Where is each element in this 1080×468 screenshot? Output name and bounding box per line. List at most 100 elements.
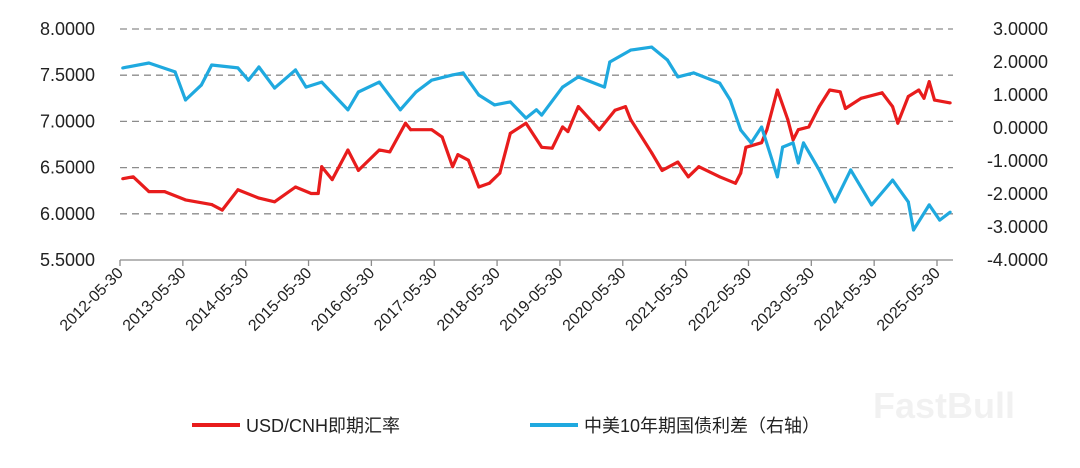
data-point-usdcnh — [838, 90, 842, 94]
right-y-tick-label: -2.0000 — [987, 184, 1048, 204]
x-tick-label: 2018-05-30 — [434, 265, 504, 335]
data-point-yield-spread — [833, 200, 837, 204]
right-y-tick-label: 2.0000 — [993, 52, 1048, 72]
data-point-usdcnh — [896, 121, 900, 125]
data-point-yield-spread — [377, 80, 381, 84]
data-point-usdcnh — [210, 203, 214, 207]
right-y-axis: 3.0000 2.0000 1.0000 0.0000 -1.0000 -2.0000 -3… — [987, 19, 1048, 270]
data-point-yield-spread — [739, 128, 743, 132]
data-point-yield-spread — [912, 228, 916, 232]
data-point-usdcnh — [660, 168, 664, 172]
x-tick-label: 2013-05-30 — [120, 265, 190, 335]
data-point-yield-spread — [927, 203, 931, 207]
left-y-tick-label: 7.5000 — [40, 65, 95, 85]
x-tick-label: 2019-05-30 — [497, 265, 567, 335]
data-point-usdcnh — [220, 208, 224, 212]
series-lines — [121, 45, 952, 232]
data-point-yield-spread — [346, 108, 350, 112]
data-point-yield-spread — [493, 103, 497, 107]
x-tick-label: 2022-05-30 — [685, 265, 755, 335]
data-point-yield-spread — [257, 65, 261, 69]
right-y-tick-label: -3.0000 — [987, 217, 1048, 237]
left-y-tick-label: 6.5000 — [40, 158, 95, 178]
series-line-yield-spread — [122, 45, 952, 232]
data-point-usdcnh — [739, 171, 743, 175]
data-point-yield-spread — [781, 145, 785, 149]
data-point-yield-spread — [796, 161, 800, 165]
data-point-usdcnh — [922, 96, 926, 100]
data-point-yield-spread — [461, 71, 465, 75]
data-point-usdcnh — [891, 105, 895, 109]
data-point-yield-spread — [718, 81, 722, 85]
data-point-usdcnh — [409, 128, 413, 132]
data-point-yield-spread — [356, 90, 360, 94]
left-y-tick-label: 8.0000 — [40, 19, 95, 39]
data-point-yield-spread — [294, 68, 298, 72]
data-point-yield-spread — [147, 61, 151, 65]
right-y-tick-label: 0.0000 — [993, 118, 1048, 138]
x-tick-label: 2016-05-30 — [308, 265, 378, 335]
data-point-yield-spread — [948, 210, 952, 214]
data-point-yield-spread — [451, 73, 455, 77]
legend: USD/CNH即期汇率 中美10年期国债利差（右轴） — [192, 416, 820, 436]
data-point-yield-spread — [906, 200, 910, 204]
watermark: FastBull — [873, 385, 1015, 426]
data-point-usdcnh — [791, 138, 795, 142]
data-point-usdcnh — [377, 148, 381, 152]
data-point-yield-spread — [676, 75, 680, 79]
data-point-yield-spread — [650, 45, 654, 49]
data-point-usdcnh — [796, 128, 800, 132]
data-point-usdcnh — [697, 165, 701, 169]
right-y-tick-label: -1.0000 — [987, 151, 1048, 171]
x-tick-label: 2023-05-30 — [748, 265, 818, 335]
data-point-usdcnh — [330, 178, 334, 182]
data-point-usdcnh — [440, 135, 444, 139]
data-point-usdcnh — [676, 160, 680, 164]
data-point-usdcnh — [294, 185, 298, 189]
data-point-yield-spread — [603, 85, 607, 89]
data-point-usdcnh — [828, 88, 832, 92]
data-point-usdcnh — [356, 168, 360, 172]
data-point-usdcnh — [456, 153, 460, 157]
x-tick-label: 2014-05-30 — [183, 265, 253, 335]
data-point-usdcnh — [451, 165, 455, 169]
data-point-usdcnh — [859, 96, 863, 100]
data-point-usdcnh — [786, 118, 790, 122]
x-tick-label: 2015-05-30 — [245, 265, 315, 335]
data-point-yield-spread — [236, 66, 240, 70]
data-point-usdcnh — [121, 177, 125, 181]
legend-label-spread: 中美10年期国债利差（右轴） — [584, 416, 820, 436]
data-point-yield-spread — [430, 78, 434, 82]
data-point-yield-spread — [524, 116, 528, 120]
data-point-usdcnh — [817, 105, 821, 109]
data-point-usdcnh — [880, 91, 884, 95]
data-point-yield-spread — [540, 113, 544, 117]
data-point-usdcnh — [131, 175, 135, 179]
data-point-usdcnh — [906, 94, 910, 98]
data-point-usdcnh — [524, 121, 528, 125]
data-point-usdcnh — [309, 191, 313, 195]
data-point-usdcnh — [948, 101, 952, 105]
left-y-tick-label: 5.5000 — [40, 250, 95, 270]
left-y-axis: 8.0000 7.5000 7.0000 6.5000 6.0000 5.5000 — [40, 19, 95, 270]
data-point-usdcnh — [550, 146, 554, 150]
data-point-yield-spread — [891, 178, 895, 182]
left-y-tick-label: 6.0000 — [40, 204, 95, 224]
data-point-usdcnh — [561, 125, 565, 129]
data-point-usdcnh — [744, 145, 748, 149]
x-axis: 2012-05-302013-05-302014-05-302015-05-30… — [57, 259, 953, 335]
x-tick-label: 2020-05-30 — [560, 265, 630, 335]
data-point-usdcnh — [650, 151, 654, 155]
data-point-usdcnh — [316, 191, 320, 195]
data-point-usdcnh — [760, 141, 764, 145]
data-point-usdcnh — [718, 175, 722, 179]
x-tick-label: 2021-05-30 — [623, 265, 693, 335]
data-point-usdcnh — [487, 181, 491, 185]
data-point-yield-spread — [749, 141, 753, 145]
data-point-usdcnh — [273, 200, 277, 204]
data-point-usdcnh — [932, 98, 936, 102]
data-point-usdcnh — [404, 121, 408, 125]
data-point-usdcnh — [388, 150, 392, 154]
data-point-usdcnh — [477, 185, 481, 189]
